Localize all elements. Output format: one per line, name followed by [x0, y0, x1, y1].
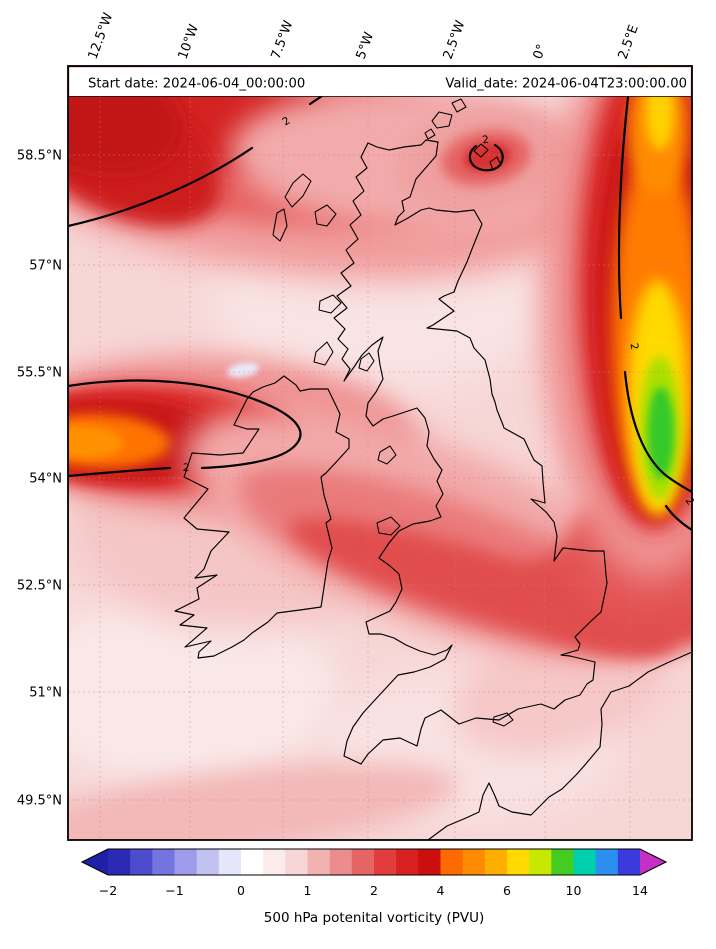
field-blob [227, 362, 259, 378]
x-tick-label: 0° [531, 42, 550, 61]
field-blob [68, 595, 340, 785]
coastline-island [473, 143, 489, 158]
colorbar-tick-label: 14 [632, 883, 648, 898]
colorbar-caption: 500 hPa potenital vorticity (PVU) [264, 910, 484, 926]
colorbar-segment [174, 849, 198, 875]
coastline-island [451, 98, 467, 113]
colorbar-segment [617, 849, 641, 875]
colorbar-tick-label: 2 [370, 883, 378, 898]
pv-contour-2 [617, 95, 630, 320]
colorbar-segment [152, 849, 176, 875]
colorbar-segment [396, 849, 419, 875]
colorbar-segment [573, 849, 597, 875]
longitude-tick-labels: 12.5°W 10°W 7.5°W 5°W 2.5°W 0° 2.5°E [86, 11, 642, 62]
coastline-island [313, 341, 334, 366]
colorbar-segment [484, 849, 508, 875]
pv-contour-2 [623, 370, 692, 494]
colorbar-segment [351, 849, 375, 875]
y-tick-label: 49.5°N [17, 794, 62, 809]
coastline-continent [427, 651, 692, 840]
field-blob [648, 387, 674, 479]
pv-contour-2 [468, 143, 504, 172]
coastline-island [376, 516, 401, 536]
colorbar-segment [263, 849, 286, 875]
colorbar-tick-label: 0 [237, 883, 245, 898]
colorbar-tick-label: 6 [503, 883, 511, 898]
colorbar-tick-label: 1 [304, 883, 312, 898]
colorbar-segment [418, 849, 442, 875]
x-tick-label: 5°W [354, 30, 378, 61]
colorbar-tick-label: −1 [165, 883, 183, 898]
pv-field-fill [68, 66, 692, 840]
coastline-island [318, 294, 342, 314]
contour-label-2: 2 [481, 134, 489, 147]
pv-contour-2 [68, 466, 172, 478]
pv-contour-2 [664, 504, 692, 532]
colorbar-outline [80, 848, 668, 876]
colorbar-segment [551, 849, 575, 875]
contour-label-2: 2 [627, 342, 640, 351]
colorbar-tick-label: −2 [99, 883, 117, 898]
coastline-ireland [174, 375, 350, 659]
contour-label-2: 2 [183, 462, 190, 474]
colorbar-segment [196, 849, 220, 875]
valid-date-label: Valid_date: 2024-06-04T23:00:00.00 [445, 77, 687, 92]
x-tick-label: 7.5°W [269, 18, 297, 61]
colorbar-segment [130, 849, 153, 875]
y-tick-label: 58.5°N [17, 149, 62, 164]
y-tick-label: 54°N [29, 472, 62, 487]
latitude-tick-labels: 58.5°N 57°N 55.5°N 54°N 52.5°N 51°N 49.5°N [17, 149, 62, 809]
x-tick-label: 10°W [176, 22, 202, 61]
coastline-island [377, 445, 397, 465]
field-blob [68, 763, 459, 840]
title-bar-background [69, 67, 691, 97]
pv-contour-2 [68, 379, 302, 470]
y-tick-label: 55.5°N [17, 366, 62, 381]
colorbar-segment [507, 849, 530, 875]
colorbar-segment [285, 849, 309, 875]
colorbar-tick-label: 4 [437, 883, 445, 898]
colorbar: −2 −1 0 1 2 4 6 10 14 [80, 848, 668, 898]
colorbar-left-arrow [82, 849, 108, 875]
coastlines [174, 98, 692, 840]
x-tick-label: 2.5°W [441, 18, 469, 61]
coastline-island [314, 204, 337, 227]
coastline-island [424, 128, 436, 140]
colorbar-segment [374, 849, 397, 875]
x-tick-label: 2.5°E [616, 23, 642, 61]
coastline-island [492, 712, 514, 727]
colorbar-segment [462, 849, 486, 875]
colorbar-segment [329, 849, 353, 875]
colorbar-segment [307, 849, 331, 875]
colorbar-segment [595, 849, 619, 875]
coastline-island [272, 208, 288, 242]
colorbar-tick-label: 10 [566, 883, 582, 898]
latlon-gridlines [68, 66, 692, 840]
pv-contour-2 [68, 146, 254, 228]
x-tick-label: 12.5°W [86, 11, 117, 62]
start-date-label: Start date: 2024-06-04_00:00:00 [88, 77, 305, 92]
colorbar-segment [108, 849, 131, 875]
colorbar-segment [529, 849, 552, 875]
colorbar-segment [241, 849, 264, 875]
coastline-great-britain [333, 139, 608, 765]
field-blob [68, 425, 124, 459]
coastline-island [284, 173, 312, 208]
coastline-island [358, 352, 375, 372]
title-bar: Start date: 2024-06-04_00:00:00 Valid_da… [68, 67, 692, 97]
y-tick-label: 51°N [29, 686, 62, 701]
colorbar-right-arrow [640, 849, 666, 875]
y-tick-label: 57°N [29, 259, 62, 274]
colorbar-segment [218, 849, 242, 875]
coastline-island [489, 156, 502, 171]
y-tick-label: 52.5°N [17, 579, 62, 594]
colorbar-segment [440, 849, 464, 875]
map-frame [67, 65, 693, 841]
coastline-island [431, 111, 453, 129]
